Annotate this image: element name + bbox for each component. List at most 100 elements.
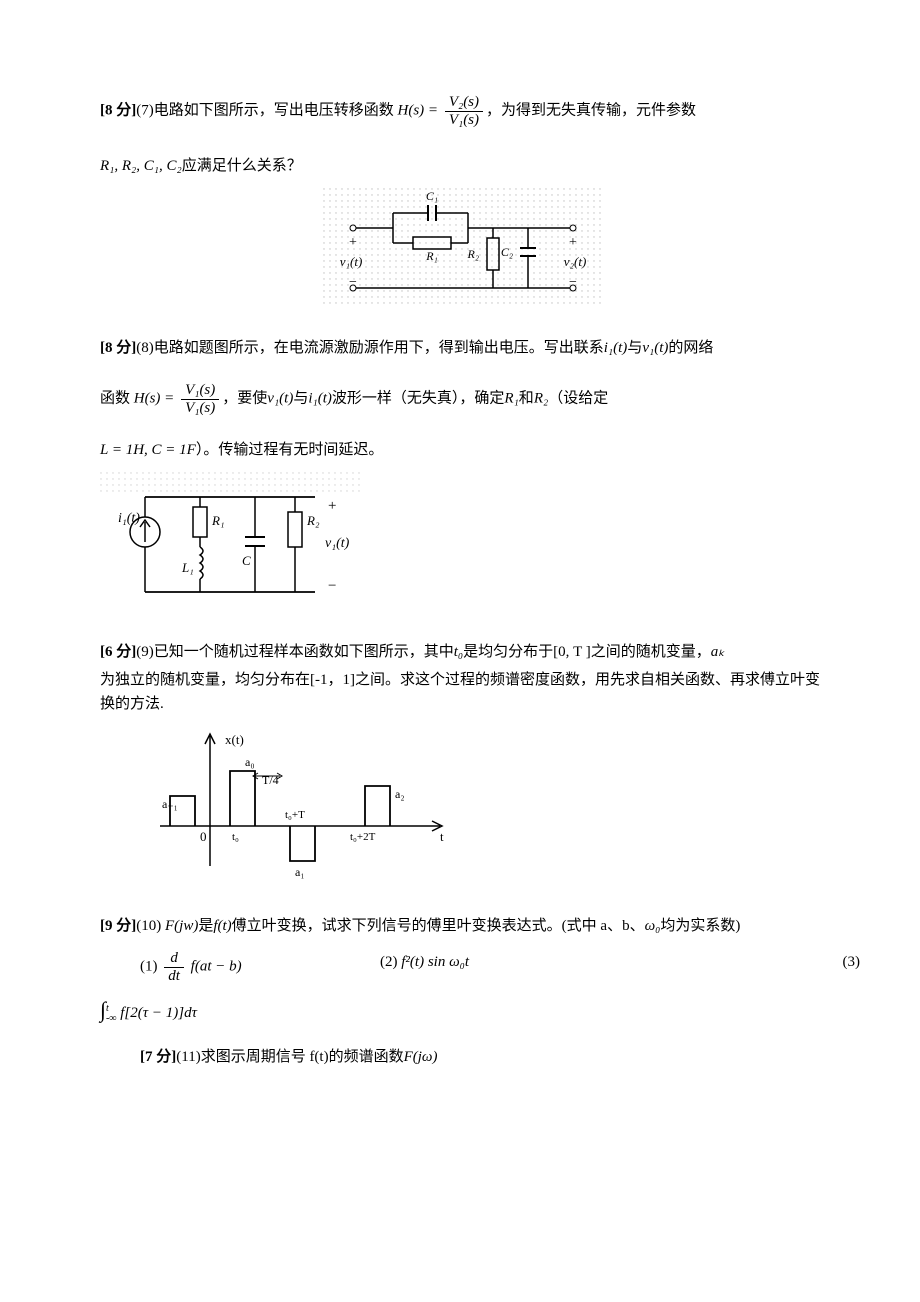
p8-hs-den: V₁(s) (181, 400, 219, 417)
svg-text:v₂(t): v₂(t) (563, 254, 586, 269)
p7-line2: R₁, R₂, C₁, C₂应满足什么关系？ (100, 154, 825, 178)
svg-text:+: + (328, 498, 336, 514)
svg-text:a₀: a₀ (245, 755, 255, 769)
p10-sub3-label: (3) (843, 954, 861, 970)
p8-t1c: 的网络 (668, 340, 713, 356)
p9-ak: aₖ (711, 644, 725, 660)
p10-num: (10) (136, 918, 161, 934)
problem-10: [9 分](10) F(jw)是f(t)傅立叶变换，试求下列信号的傅里叶变换表达… (100, 914, 825, 1027)
problem-7: [8 分](7)电路如下图所示，写出电压转移函数 H(s) = V₂(s) V₁… (100, 94, 825, 316)
problem-11: [7 分](11)求图示周期信号 f(t)的频谱函数F(jω) (140, 1045, 825, 1069)
p8-v1: v₁(t) (642, 340, 668, 356)
p10-line1: [9 分](10) F(jw)是f(t)傅立叶变换，试求下列信号的傅里叶变换表达… (100, 914, 825, 938)
svg-text:R₂: R₂ (306, 513, 320, 528)
svg-text:+: + (349, 235, 357, 250)
p7-text1: 电路如下图所示，写出电压转移函数 (154, 102, 398, 118)
svg-text:t₀+2T: t₀+2T (350, 831, 376, 843)
p10-int-lower: -∞ (106, 1014, 116, 1024)
p10-score: [9 分] (100, 918, 136, 934)
p10-sub1-num: d (164, 950, 184, 968)
svg-text:−: − (569, 275, 577, 290)
p10-sub1-label: (1) (140, 958, 158, 974)
p10-fjw: F(jw) (165, 918, 198, 934)
p7-hs-lhs: H(s) = (398, 102, 439, 118)
p10-sub1-frac: d dt (164, 950, 184, 984)
p10-sub2-body: f²(t) sin ω₀t (401, 954, 469, 970)
p9-t1b: 是均匀分布于[0, T ]之间的随机变量， (463, 644, 711, 660)
p7-text2: ，为得到无失真传输，元件参数 (486, 102, 696, 118)
p9-t2: 为独立的随机变量，均匀分布在[-1，1]之间。求这个过程的频谱密度函数，用先求自… (100, 672, 820, 712)
svg-text:t₀+T: t₀+T (285, 809, 305, 821)
p7-figure: + v₁(t) − + v₂(t) − C₁ R₁ (100, 188, 825, 316)
p10-sub3: ∫t-∞ f[2(τ − 1)]dτ (100, 992, 825, 1027)
p8-l2d: 波形一样（无失真），确定 (332, 390, 505, 406)
svg-text:+: + (569, 235, 577, 250)
p8-l2-i1: i₁(t) (308, 390, 332, 406)
svg-text:a₂: a₂ (395, 787, 405, 801)
svg-text:v₁(t): v₁(t) (339, 254, 362, 269)
p8-l2f: （设给定 (548, 390, 608, 406)
svg-text:C: C (242, 553, 251, 568)
p10-sub3-label-wrap: (3) (620, 950, 860, 984)
p8-lc: L = 1H, C = 1F (100, 442, 196, 458)
svg-text:−: − (328, 578, 336, 594)
p8-line2: 函数 H(s) = V₁(s) V₁(s) ，要使v₁(t)与i₁(t)波形一样… (100, 382, 825, 416)
p8-line3: L = 1H, C = 1F）。传输过程有无时间延迟。 (100, 438, 825, 462)
svg-text:R₂: R₂ (466, 247, 479, 261)
svg-text:x(t): x(t) (225, 732, 244, 747)
p8-l2c: 与 (293, 390, 308, 406)
p10-sub3-body: f[2(τ − 1)]dτ (120, 1005, 197, 1021)
p9-line2: 为独立的随机变量，均匀分布在[-1，1]之间。求这个过程的频谱密度函数，用先求自… (100, 668, 825, 716)
p7-hs-frac: V₂(s) V₁(s) (445, 94, 483, 128)
p8-t1a: 电路如题图所示，在电流源激励源作用下，得到输出电压。写出联系 (154, 340, 604, 356)
p8-r2: R₂ (534, 390, 548, 406)
p7-line2-text: 应满足什么关系？ (182, 158, 302, 174)
p8-hs-frac: V₁(s) V₁(s) (181, 382, 219, 416)
p8-t1b: 与 (627, 340, 642, 356)
p8-l2-v1: v₁(t) (267, 390, 293, 406)
svg-text:R₁: R₁ (425, 249, 438, 263)
p7-hs-num: V₂(s) (445, 94, 483, 112)
p9-t1a: 已知一个随机过程样本函数如下图所示，其中 (154, 644, 454, 660)
p10-ft: f(t) (213, 918, 231, 934)
p11-line1: [7 分](11)求图示周期信号 f(t)的频谱函数F(jω) (140, 1045, 825, 1069)
problem-8: [8 分](8)电路如题图所示，在电流源激励源作用下，得到输出电压。写出联系i₁… (100, 336, 825, 620)
problem-9: [6 分](9)已知一个随机过程样本函数如下图所示，其中t₀是均匀分布于[0, … (100, 640, 825, 894)
svg-text:−: − (349, 275, 357, 290)
p8-l2e: 和 (519, 390, 534, 406)
p10-sub1-den: dt (164, 968, 184, 985)
p9-figure: x(t) t 0 a₋₁ a₀ T/4 t₀ a₁ t₀+T a₂ t₀+2T (140, 726, 825, 894)
svg-text:R₁: R₁ (211, 513, 224, 528)
svg-text:T/4: T/4 (262, 773, 279, 787)
svg-text:a₁: a₁ (295, 865, 305, 879)
p8-line1: [8 分](8)电路如题图所示，在电流源激励源作用下，得到输出电压。写出联系i₁… (100, 336, 825, 360)
svg-text:t₀: t₀ (232, 831, 239, 843)
p9-score: [6 分] (100, 644, 136, 660)
svg-text:0: 0 (200, 829, 207, 844)
p11-num: (11) (176, 1049, 200, 1065)
p11-fjw: F(jω) (404, 1049, 438, 1065)
p7-num: (7) (136, 102, 154, 118)
p8-r1: R₁ (504, 390, 518, 406)
svg-text:a₋₁: a₋₁ (162, 797, 178, 811)
p8-l3b: ）。传输过程有无时间延迟。 (196, 442, 384, 458)
p8-i1: i₁(t) (604, 340, 628, 356)
p9-line1: [6 分](9)已知一个随机过程样本函数如下图所示，其中t₀是均匀分布于[0, … (100, 640, 825, 664)
p11-ta: 求图示周期信号 f(t)的频谱函数 (201, 1049, 404, 1065)
p9-t0: t₀ (454, 644, 463, 660)
p7-vars: R₁, R₂, C₁, C₂ (100, 158, 182, 174)
p7-hs-den: V₁(s) (445, 112, 483, 129)
p10-sub1-body: f(at − b) (191, 958, 242, 974)
svg-text:C₁: C₁ (425, 189, 437, 203)
svg-text:C₂: C₂ (500, 245, 512, 259)
p10-subs: (1) d dt f(at − b) (2) f²(t) sin ω₀t (3) (140, 950, 860, 984)
p7-score: [8 分] (100, 102, 136, 118)
p11-score: [7 分] (140, 1049, 176, 1065)
p10-sub2: (2) f²(t) sin ω₀t (380, 950, 620, 984)
p8-l2b: ，要使 (222, 390, 267, 406)
p8-figure: i₁(t) R₁ L₁ C R₂ + v₁(t) (100, 472, 825, 620)
p10-tc: 均为实系数) (660, 918, 740, 934)
p8-num: (8) (136, 340, 154, 356)
p8-hs-num: V₁(s) (181, 382, 219, 400)
p10-w0: ω₀ (645, 918, 661, 934)
